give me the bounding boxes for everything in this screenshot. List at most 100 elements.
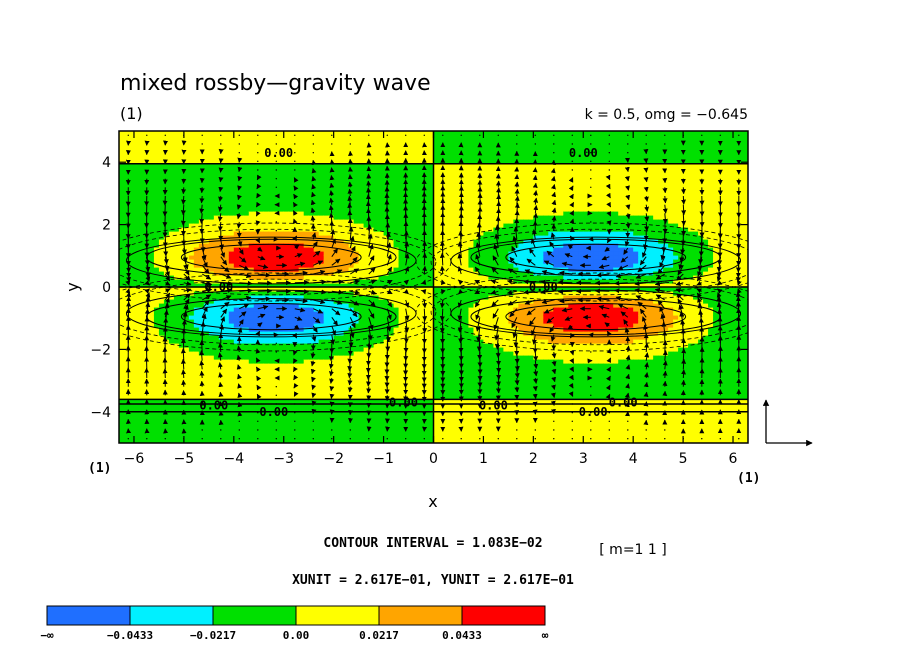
contour-cell: [258, 263, 265, 268]
contour-cell: [428, 179, 435, 184]
contour-cell: [163, 323, 170, 328]
contour-cell: [293, 415, 300, 420]
contour-cell: [213, 327, 220, 332]
contour-cell: [158, 399, 165, 404]
contour-cell: [383, 183, 390, 188]
contour-cell: [323, 339, 330, 344]
contour-cell: [119, 423, 125, 428]
contour-cell: [183, 335, 190, 340]
contour-cell: [228, 319, 235, 324]
contour-cell: [353, 199, 360, 204]
contour-cell: [268, 367, 275, 372]
contour-cell: [408, 227, 415, 232]
contour-cell: [368, 395, 375, 400]
contour-cell: [238, 159, 245, 164]
contour-cell: [428, 151, 435, 156]
contour-cell: [298, 259, 305, 264]
contour-cell: [353, 339, 360, 344]
contour-cell: [248, 247, 255, 252]
contour-cell: [158, 167, 165, 172]
contour-cell: [313, 139, 320, 144]
contour-cell: [123, 135, 130, 140]
contour-cell: [308, 263, 315, 268]
contour-cell: [378, 319, 385, 324]
contour-cell: [398, 311, 405, 316]
contour-cell: [383, 431, 390, 436]
contour-cell: [233, 303, 240, 308]
contour-cell: [418, 247, 425, 252]
contour-cell: [218, 159, 225, 164]
contour-cell: [373, 159, 380, 164]
contour-cell: [138, 167, 145, 172]
contour-cell: [128, 423, 135, 428]
contour-cell: [393, 383, 400, 388]
contour-cell: [288, 363, 295, 368]
contour-cell: [128, 223, 135, 228]
contour-cell: [233, 387, 240, 392]
contour-cell: [328, 147, 335, 152]
contour-cell: [313, 427, 320, 432]
contour-cell: [368, 215, 375, 220]
contour-cell: [173, 395, 180, 400]
contour-cell: [283, 343, 290, 348]
contour-cell: [323, 163, 330, 168]
contour-cell: [428, 323, 435, 328]
contour-cell: [428, 427, 435, 432]
contour-cell: [393, 291, 400, 296]
contour-cell: [323, 151, 330, 156]
contour-cell: [243, 247, 250, 252]
contour-cell: [373, 175, 380, 180]
contour-cell: [248, 255, 255, 260]
contour-cell: [158, 267, 165, 272]
contour-cell: [243, 231, 250, 236]
contour-cell: [193, 303, 200, 308]
contour-cell: [228, 139, 235, 144]
contour-cell: [428, 371, 435, 376]
contour-cell: [323, 231, 330, 236]
contour-cell: [268, 243, 275, 248]
contour-cell: [373, 215, 380, 220]
contour-cell: [243, 195, 250, 200]
contour-cell: [258, 395, 265, 400]
contour-cell: [173, 423, 180, 428]
contour-cell: [398, 175, 405, 180]
contour-cell: [418, 379, 425, 384]
contour-cell: [288, 379, 295, 384]
contour-cell: [353, 263, 360, 268]
contour-cell: [408, 311, 415, 316]
contour-cell: [213, 195, 220, 200]
contour-cell: [148, 391, 155, 396]
contour-cell: [338, 383, 345, 388]
contour-cell: [288, 395, 295, 400]
contour-cell: [368, 179, 375, 184]
contour-cell: [408, 167, 415, 172]
contour-cell: [433, 219, 440, 224]
contour-cell: [428, 135, 435, 140]
contour-cell: [123, 143, 130, 148]
contour-cell: [173, 235, 180, 240]
contour-cell: [158, 179, 165, 184]
contour-cell: [213, 387, 220, 392]
contour-cell: [173, 167, 180, 172]
contour-cell: [303, 439, 310, 443]
contour-cell: [278, 131, 285, 136]
contour-cell: [263, 239, 270, 244]
contour-cell: [158, 439, 165, 443]
contour-cell: [119, 279, 125, 284]
contour-cell: [363, 235, 370, 240]
contour-cell: [368, 407, 375, 412]
contour-cell: [428, 211, 435, 216]
contour-cell: [198, 147, 205, 152]
contour-cell: [238, 167, 245, 172]
contour-cell: [228, 175, 235, 180]
contour-cell: [308, 355, 315, 360]
contour-cell: [343, 375, 350, 380]
contour-cell: [323, 383, 330, 388]
contour-cell: [193, 139, 200, 144]
contour-cell: [273, 135, 280, 140]
contour-cell: [138, 299, 145, 304]
contour-cell: [358, 299, 365, 304]
contour-cell: [119, 179, 125, 184]
contour-cell: [188, 143, 195, 148]
contour-cell: [388, 423, 395, 428]
